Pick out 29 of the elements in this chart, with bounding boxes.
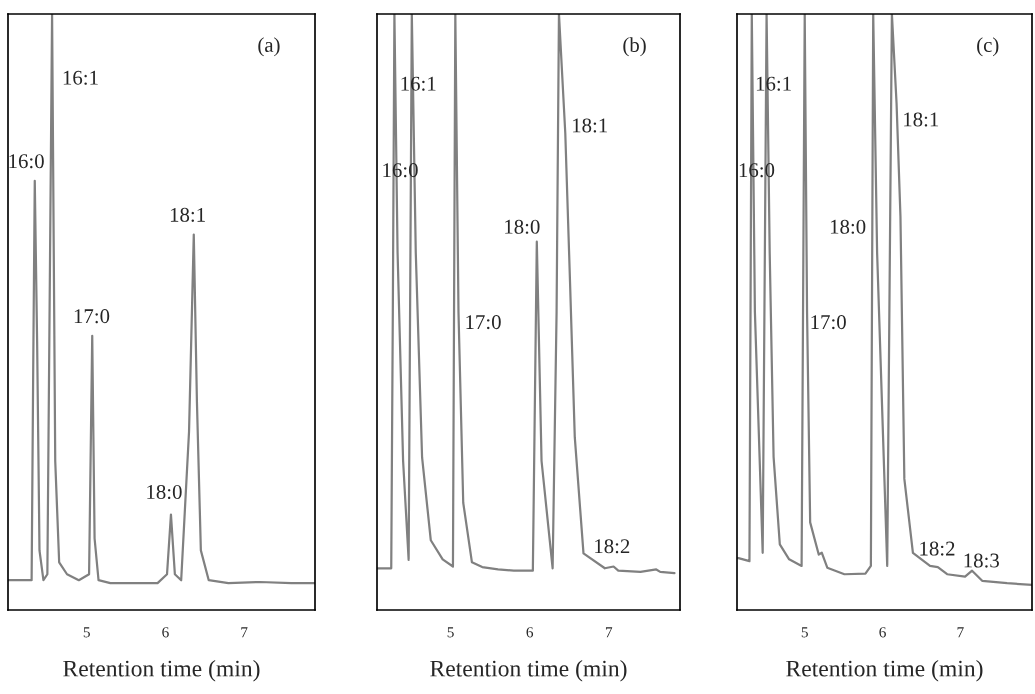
annotation: 18:2 bbox=[920, 541, 955, 556]
annotation: 18:0 bbox=[830, 219, 866, 234]
annotation: (a) bbox=[258, 37, 280, 57]
x-tick-label: 6 bbox=[162, 627, 169, 638]
annotation: 16:0 bbox=[9, 154, 44, 169]
x-tick-label: 5 bbox=[447, 627, 454, 638]
x-tick-label: 5 bbox=[83, 627, 90, 638]
annotation: 18:1 bbox=[904, 112, 939, 127]
x-tick-label: 7 bbox=[957, 627, 964, 638]
x-axis-title: Retention time (min) bbox=[786, 659, 983, 682]
annotation: 18:1 bbox=[573, 118, 607, 133]
annotation: 17:0 bbox=[466, 315, 501, 330]
annotation: 18:2 bbox=[595, 539, 630, 554]
annotation: 16:1 bbox=[63, 70, 98, 85]
annotation: 18:3 bbox=[964, 553, 999, 568]
x-tick-label: 7 bbox=[241, 627, 248, 638]
x-tick-label: 7 bbox=[605, 627, 613, 638]
x-axis-title: Retention time (min) bbox=[63, 659, 260, 682]
annotation: 18:0 bbox=[505, 219, 540, 234]
x-tick-label: 6 bbox=[879, 627, 886, 638]
annotation: 17:0 bbox=[811, 315, 846, 330]
annotation: 17:0 bbox=[74, 309, 110, 324]
x-tick-label: 5 bbox=[801, 627, 808, 638]
annotation: (b) bbox=[623, 37, 646, 57]
x-tick-label: 6 bbox=[526, 627, 534, 638]
annotation: 18:0 bbox=[147, 484, 182, 500]
x-axis-title: Retention time (min) bbox=[430, 659, 627, 682]
annotation: 18:1 bbox=[170, 207, 205, 222]
annotation: (c) bbox=[977, 37, 999, 57]
